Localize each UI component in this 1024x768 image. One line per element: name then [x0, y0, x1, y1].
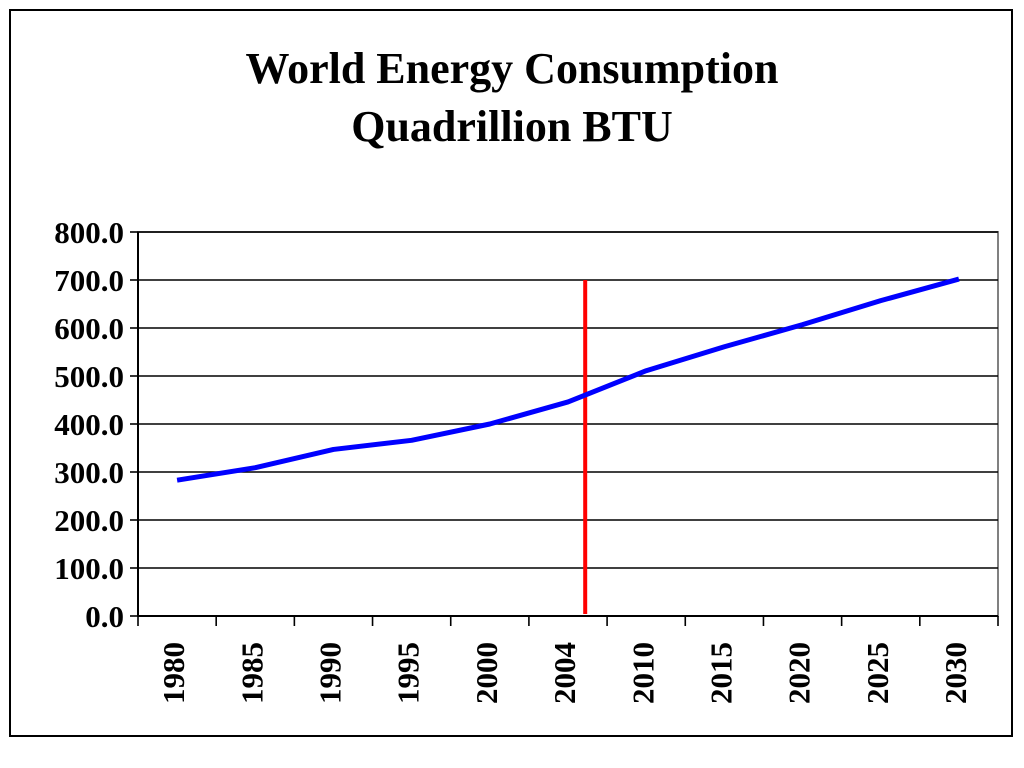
- y-tick-label: 700.0: [54, 263, 124, 298]
- x-tick-label: 2000: [469, 642, 504, 704]
- x-tick-label: 1980: [156, 642, 191, 704]
- x-tick-label: 2004: [547, 642, 582, 704]
- chart-title: World Energy Consumption Quadrillion BTU: [0, 40, 1024, 156]
- x-tick-label: 1990: [313, 642, 348, 704]
- y-axis-tick-labels: 0.0 100.0 200.0 300.0 400.0 500.0 600.0 700.0 80…: [54, 215, 124, 634]
- y-tick-label: 300.0: [54, 455, 124, 490]
- x-tick-label: 1995: [391, 642, 426, 704]
- x-tick-label: 2020: [782, 642, 817, 704]
- series-line-0: [176, 276, 960, 483]
- x-tick-label: 2010: [625, 642, 660, 704]
- x-tick-label: 1985: [234, 642, 269, 704]
- x-tick-label: 2030: [938, 642, 973, 704]
- x-tick-label: 2025: [860, 642, 895, 704]
- gridlines: [137, 231, 999, 617]
- series-layer: [176, 276, 960, 483]
- y-tick-label: 0.0: [85, 599, 124, 634]
- y-tick-label: 200.0: [54, 503, 124, 538]
- chart-title-line-1: World Energy Consumption: [245, 44, 779, 93]
- y-tick-label: 100.0: [54, 551, 124, 586]
- x-tick-label: 2015: [703, 642, 738, 704]
- x-axis-tick-labels: 1980 1985 1990 1995 2000 2004 2010 2015 2020 2025…: [156, 642, 973, 704]
- axes: [130, 231, 999, 626]
- y-tick-label: 800.0: [54, 215, 124, 250]
- y-tick-label: 400.0: [54, 407, 124, 442]
- chart-title-line-2: Quadrillion BTU: [351, 102, 673, 151]
- y-tick-label: 500.0: [54, 359, 124, 394]
- y-tick-label: 600.0: [54, 311, 124, 346]
